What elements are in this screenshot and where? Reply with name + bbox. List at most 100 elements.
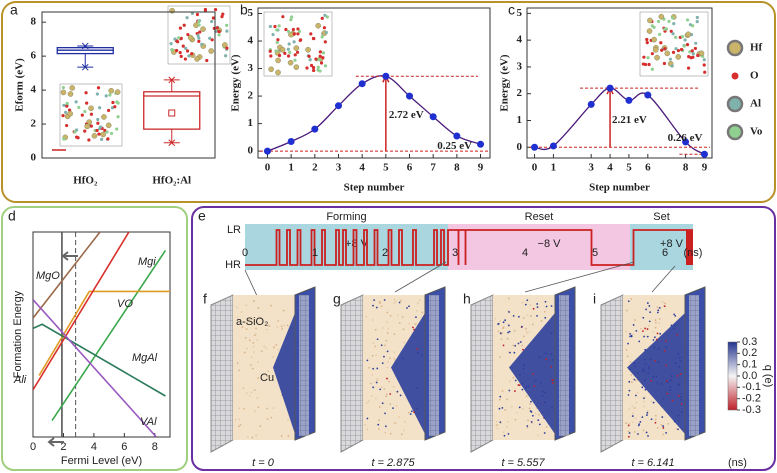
y-tick-label: 0 xyxy=(248,145,254,157)
oxide-atom xyxy=(254,333,257,335)
atom xyxy=(289,18,293,22)
cu-atom xyxy=(647,435,649,437)
atom xyxy=(208,36,212,40)
atom xyxy=(279,46,286,53)
oxide-atom xyxy=(647,324,650,327)
cu-atom xyxy=(389,393,392,395)
oxide-atom xyxy=(236,362,239,365)
oxide-atom xyxy=(526,426,529,429)
oxide-atom xyxy=(375,397,377,400)
cu-atom xyxy=(636,372,639,374)
cu-atom xyxy=(660,383,663,385)
cu-atom xyxy=(662,427,665,429)
cu-atom xyxy=(673,420,676,423)
oxide-atom xyxy=(398,322,401,324)
resistance-trace xyxy=(245,229,693,266)
oxide-atom xyxy=(253,300,255,303)
cu-atom xyxy=(663,305,666,307)
electrode-right-face xyxy=(689,295,699,436)
oxide-atom xyxy=(529,304,532,306)
data-point xyxy=(311,125,319,133)
cu-atom xyxy=(670,324,673,327)
cu-filament xyxy=(627,313,685,434)
cu-atom xyxy=(656,311,659,314)
cu-atom xyxy=(665,431,667,434)
atom xyxy=(97,132,101,136)
atom xyxy=(205,58,209,63)
oxide-atom xyxy=(378,300,381,303)
cu-atom xyxy=(627,342,629,345)
frame-top xyxy=(1,1,776,203)
atom xyxy=(89,124,93,128)
atom xyxy=(74,100,78,104)
atom xyxy=(690,49,694,53)
oxide-atom xyxy=(256,306,259,309)
oxide-atom xyxy=(407,411,410,414)
atom xyxy=(646,56,650,60)
atom xyxy=(685,18,690,22)
x-tick-label: 5 xyxy=(592,247,598,259)
atom xyxy=(663,47,667,51)
oxide-atom xyxy=(286,324,289,327)
oxide-atom xyxy=(625,422,628,425)
oxide-atom xyxy=(241,326,244,328)
cu-atom xyxy=(652,375,655,378)
atom xyxy=(312,36,316,41)
oxide-atom xyxy=(636,391,639,394)
cu-atom xyxy=(676,333,679,336)
atom xyxy=(84,91,88,95)
y-tick-label: 1 xyxy=(517,114,523,126)
oxide-atom xyxy=(499,356,501,358)
cu-atom xyxy=(537,419,540,422)
legend-label: O xyxy=(750,70,759,82)
x-tick-label: 2 xyxy=(312,162,318,174)
cu-atom xyxy=(655,375,658,378)
oxide-atom xyxy=(238,418,241,421)
cu-atom xyxy=(631,415,634,417)
cu-atom xyxy=(538,356,541,359)
oxide-atom xyxy=(265,347,267,350)
atom xyxy=(276,38,280,42)
cu-atom xyxy=(408,305,410,308)
x-tick-label: 9 xyxy=(478,162,484,174)
atom xyxy=(269,54,273,58)
atom xyxy=(287,42,291,46)
atom xyxy=(320,35,324,39)
cu-atom xyxy=(679,356,681,359)
cu-atom xyxy=(517,342,520,345)
x-tick-label: 2 xyxy=(60,441,66,453)
cu-atom xyxy=(664,340,667,342)
oxide-atom xyxy=(654,319,657,322)
atom xyxy=(318,50,322,54)
atom xyxy=(311,66,316,70)
plot-frame xyxy=(32,231,171,438)
oxide-atom xyxy=(252,342,255,344)
series-line xyxy=(33,299,157,437)
atom xyxy=(83,109,87,114)
cu-atom xyxy=(677,428,679,431)
x-tick-label: 3 xyxy=(588,162,594,174)
cu-atom xyxy=(416,348,419,350)
cu-atom xyxy=(383,299,386,301)
oxide-atom xyxy=(266,418,269,421)
snapshot-time: t = 0 xyxy=(252,457,275,469)
oxide-atom xyxy=(629,360,632,363)
oxide-atom xyxy=(414,323,417,326)
cu-atom xyxy=(416,387,419,389)
atom xyxy=(61,85,65,90)
oxide-atom xyxy=(507,297,510,300)
cu-atom xyxy=(644,363,647,365)
cu-atom xyxy=(672,327,675,330)
cu-atom xyxy=(669,379,672,382)
cu-atom xyxy=(677,383,680,386)
oxide-atom xyxy=(270,416,273,419)
electrode-left xyxy=(210,294,234,453)
series-line xyxy=(33,232,130,391)
oxide-atom xyxy=(508,380,511,383)
atom xyxy=(658,13,665,20)
atom xyxy=(108,93,112,97)
oxide-atom xyxy=(397,314,399,317)
oxide-atom xyxy=(245,328,248,330)
x-tick-label: 0 xyxy=(242,247,248,259)
cu-filament xyxy=(509,313,555,434)
